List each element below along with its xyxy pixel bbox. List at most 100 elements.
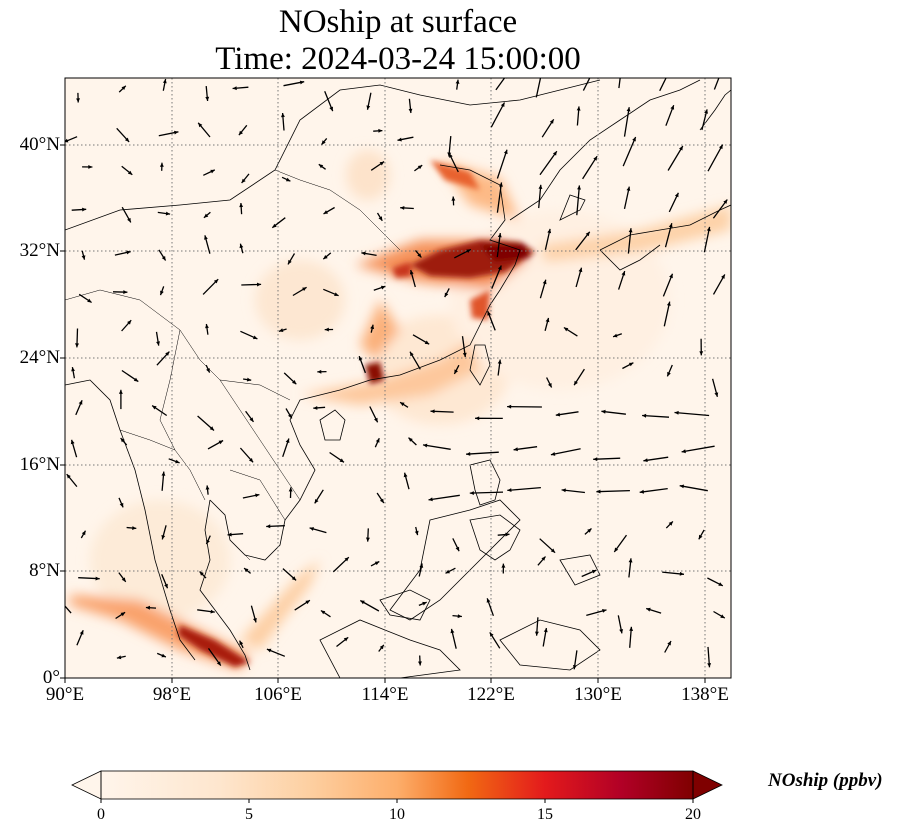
colorbar-tick-15: 15 — [537, 806, 553, 823]
wind-arrow-head — [174, 130, 179, 135]
wind-arrow-head — [563, 327, 569, 332]
wind-arrow-head — [497, 233, 502, 238]
wind-arrow-head — [555, 412, 561, 417]
wind-arrow-head — [323, 255, 328, 260]
wind-arrow-head — [513, 447, 518, 452]
wind-arrow-head — [674, 410, 679, 415]
lat-label-32n: 32°N — [19, 240, 60, 261]
wind-arrow-head — [81, 530, 86, 536]
wind-arrow-head — [324, 327, 329, 332]
wind-arrow-head — [241, 178, 246, 183]
wind-arrow-head — [679, 571, 684, 576]
wind-arrow-head — [126, 250, 131, 255]
wind-arrow-head — [79, 630, 84, 635]
wind-arrow-shaft — [639, 487, 668, 493]
wind-arrow-head — [542, 279, 547, 285]
wind-arrow-head — [585, 231, 590, 237]
wind-arrow-head — [255, 493, 260, 498]
wind-arrow-head — [121, 577, 126, 582]
colorbar-extend-max — [692, 770, 723, 800]
wind-arrow-shaft — [582, 155, 598, 180]
wind-arrow-head — [620, 64, 624, 68]
wind-arrow-head — [210, 169, 215, 174]
wind-arrow-head — [95, 576, 100, 581]
wind-arrow-shaft — [679, 485, 708, 492]
wind-arrow-head — [674, 192, 679, 198]
lon-label-106e: 106°E — [254, 684, 302, 705]
wind-arrow-head — [632, 137, 636, 142]
colorbar-tick-0: 0 — [97, 806, 105, 823]
wind-arrow-head — [238, 130, 243, 136]
wind-arrow-head — [361, 251, 366, 256]
wind-arrow-head — [205, 485, 210, 490]
wind-arrow-head — [378, 128, 383, 133]
wind-arrow-shaft — [601, 410, 626, 415]
wind-arrow-head — [71, 367, 75, 372]
wind-arrow-head — [499, 182, 503, 187]
wind-arrow-head — [285, 438, 290, 443]
wind-arrow-head — [430, 409, 435, 414]
wind-arrow-head — [266, 524, 271, 529]
wind-arrow-head — [165, 351, 170, 356]
wind-arrow-head — [374, 417, 378, 423]
wind-arrow-head — [455, 546, 460, 552]
wind-arrow-head — [239, 203, 244, 208]
colorbar-label: NOship (ppbv) — [768, 770, 883, 791]
wind-arrow-head — [507, 488, 512, 492]
wind-arrow-head — [366, 105, 371, 110]
wind-arrow-head — [379, 498, 384, 503]
wind-arrow-head — [596, 489, 601, 494]
colorbar-body — [101, 771, 693, 799]
wind-arrow-head — [339, 458, 344, 463]
wind-arrow-head — [418, 661, 422, 666]
wind-arrow-head — [76, 98, 80, 103]
wind-arrow-head — [133, 377, 139, 382]
wind-arrow-head — [552, 151, 557, 156]
wind-arrow-head — [455, 79, 460, 84]
wind-arrow-head — [205, 324, 209, 329]
wind-arrow-shaft — [576, 185, 581, 216]
wind-arrow-head — [403, 472, 408, 478]
wind-arrow-head — [78, 400, 83, 405]
wind-arrow-head — [232, 86, 237, 91]
wind-arrow-head — [451, 196, 456, 201]
wind-arrow-head — [127, 217, 131, 223]
wind-arrow-head — [424, 340, 430, 345]
wind-arrow-head — [613, 333, 618, 338]
wind-arrow-head — [547, 228, 552, 234]
wind-arrow-head — [720, 614, 725, 619]
wind-arrow-head — [539, 73, 543, 77]
wind-arrow-head — [206, 368, 210, 373]
wind-arrow-head — [400, 206, 405, 210]
wind-arrow-head — [257, 282, 262, 287]
wind-arrow-head — [278, 328, 284, 332]
wind-arrow-head — [120, 612, 126, 617]
wind-arrow-head — [118, 389, 123, 394]
wind-arrow-head — [469, 491, 474, 495]
wind-arrow-head — [601, 409, 606, 414]
wind-arrow-head — [548, 383, 552, 388]
wind-arrow-shaft — [596, 489, 630, 493]
wind-arrow-head — [626, 186, 631, 191]
wind-arrow-head — [572, 665, 577, 670]
map-frame — [64, 77, 732, 679]
wind-arrow-head — [454, 369, 458, 374]
wind-arrow-head — [397, 137, 402, 142]
wind-arrow-head — [576, 106, 581, 111]
wind-arrow-head — [545, 317, 550, 323]
wind-arrow-head — [119, 502, 124, 508]
wind-arrow-head — [281, 113, 285, 118]
wind-arrow-head — [374, 561, 380, 566]
lat-label-0: 0° — [42, 667, 60, 688]
wind-arrow-head — [204, 235, 208, 240]
wind-arrow-head — [82, 207, 87, 212]
wind-arrow-shaft — [663, 301, 671, 327]
wind-arrow-shaft — [469, 491, 504, 494]
title-line-1: NOship at surface — [278, 4, 518, 40]
wind-arrow-head — [266, 648, 272, 653]
wind-arrow-head — [593, 65, 597, 70]
wind-arrow-head — [646, 607, 651, 612]
lon-label-138e: 138°E — [681, 684, 729, 705]
wind-arrow-head — [252, 335, 258, 340]
wind-arrow-head — [329, 106, 333, 112]
